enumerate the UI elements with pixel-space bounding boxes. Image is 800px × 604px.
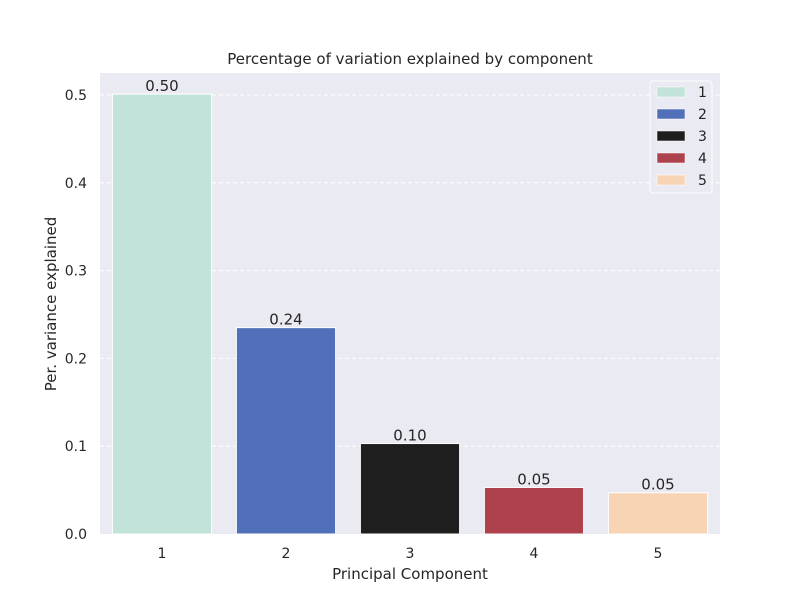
y-tick-label: 0.3 bbox=[65, 264, 87, 280]
x-tick-label: 3 bbox=[406, 546, 415, 562]
legend-label: 4 bbox=[698, 151, 707, 167]
x-tick-label: 5 bbox=[654, 546, 663, 562]
y-tick-label: 0.1 bbox=[65, 439, 87, 455]
bar-4 bbox=[483, 486, 585, 535]
y-axis-ticks: 0.0 0.1 0.2 0.3 0.4 0.5 bbox=[65, 88, 87, 543]
bar-1 bbox=[111, 93, 213, 535]
legend-label: 1 bbox=[698, 85, 707, 101]
legend-label: 3 bbox=[698, 129, 707, 145]
y-tick-label: 0.4 bbox=[65, 176, 87, 192]
bars bbox=[111, 93, 709, 535]
bar-value-label: 0.05 bbox=[517, 470, 550, 488]
bar-value-label: 0.50 bbox=[145, 77, 178, 95]
bar-value-label: 0.05 bbox=[641, 476, 674, 494]
bar-value-labels: 0.50 0.24 0.10 0.05 0.05 bbox=[145, 77, 674, 494]
y-axis-label: Per. variance explained bbox=[42, 217, 60, 392]
x-axis-ticks: 1 2 3 4 5 bbox=[158, 546, 663, 562]
y-tick-label: 0.5 bbox=[65, 88, 87, 104]
bar-2 bbox=[235, 327, 337, 535]
legend-label: 5 bbox=[698, 173, 707, 189]
legend-label: 2 bbox=[698, 107, 707, 123]
bar-5 bbox=[607, 492, 709, 535]
legend: 1 2 3 4 5 bbox=[649, 80, 713, 194]
chart-title: Percentage of variation explained by com… bbox=[227, 50, 593, 68]
legend-swatch bbox=[656, 130, 686, 142]
legend-swatch bbox=[656, 108, 686, 120]
legend-swatch bbox=[656, 174, 686, 186]
y-tick-label: 0.0 bbox=[65, 527, 87, 543]
x-tick-label: 2 bbox=[282, 546, 291, 562]
bar-value-label: 0.10 bbox=[393, 427, 426, 445]
legend-swatch bbox=[656, 86, 686, 98]
y-tick-label: 0.2 bbox=[65, 351, 87, 367]
x-tick-label: 1 bbox=[158, 546, 167, 562]
x-axis-label: Principal Component bbox=[332, 565, 488, 583]
bar-value-label: 0.24 bbox=[269, 311, 302, 329]
x-tick-label: 4 bbox=[530, 546, 539, 562]
bar-3 bbox=[359, 443, 461, 535]
legend-swatch bbox=[656, 152, 686, 164]
